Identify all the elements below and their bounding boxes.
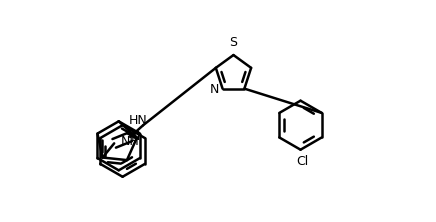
Text: NH: NH bbox=[121, 135, 140, 148]
Text: Cl: Cl bbox=[296, 155, 309, 168]
Text: S: S bbox=[229, 36, 238, 49]
Text: N: N bbox=[209, 83, 219, 96]
Text: HN: HN bbox=[129, 114, 148, 127]
Text: N: N bbox=[131, 130, 140, 143]
